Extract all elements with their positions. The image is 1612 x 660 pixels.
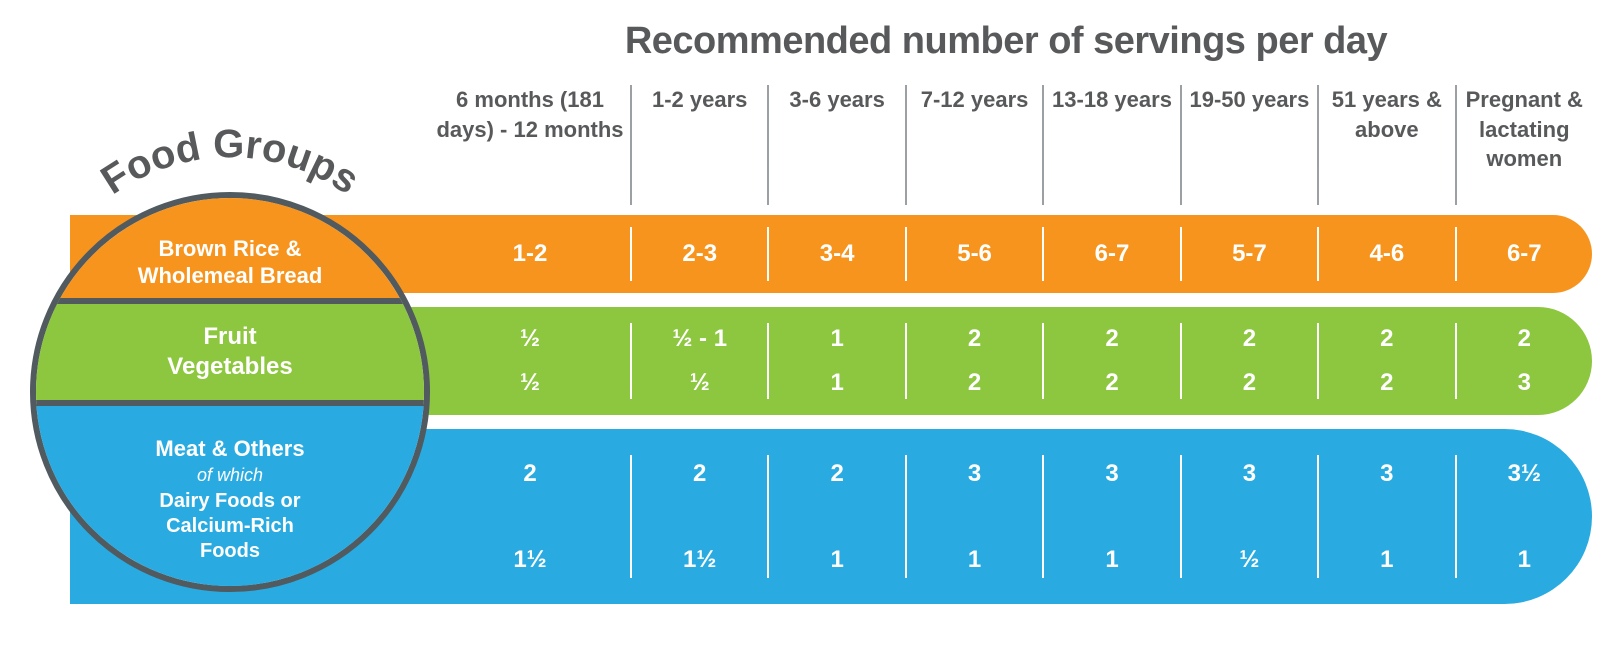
cell-fv-0: ½ ½ [430, 323, 630, 399]
cell-grains-6: 4-6 [1317, 227, 1454, 282]
cell-grains-2: 3-4 [767, 227, 904, 282]
cell-grains-4: 6-7 [1042, 227, 1179, 282]
cell-fv-1: ½ - 1 ½ [630, 323, 767, 399]
servings-infographic: Recommended number of servings per day 6… [20, 20, 1592, 640]
cell-meat-0: 2 1½ [430, 455, 630, 578]
of-which-label: of which [197, 464, 263, 487]
cell-meat-3: 3 1 [905, 455, 1042, 578]
age-header-2: 3-6 years [767, 85, 904, 205]
cell-grains-7: 6-7 [1455, 227, 1592, 282]
cell-fv-7: 2 3 [1455, 323, 1592, 399]
cell-meat-2: 2 1 [767, 455, 904, 578]
cell-grains-5: 5-7 [1180, 227, 1317, 282]
age-header-4: 13-18 years [1042, 85, 1179, 205]
age-header-1: 1-2 years [630, 85, 767, 205]
age-header-3: 7-12 years [905, 85, 1042, 205]
age-header-0: 6 months (181 days) - 12 months [430, 85, 630, 205]
cell-fv-3: 2 2 [905, 323, 1042, 399]
cell-fv-6: 2 2 [1317, 323, 1454, 399]
cell-meat-6: 3 1 [1317, 455, 1454, 578]
cell-grains-3: 5-6 [905, 227, 1042, 282]
cell-fv-4: 2 2 [1042, 323, 1179, 399]
food-groups-label: Food Groups [70, 145, 390, 245]
cell-fv-2: 1 1 [767, 323, 904, 399]
age-header-7: Pregnant & lactating women [1455, 85, 1592, 205]
circle-seg-fruitveg: Fruit Vegetables [36, 298, 424, 406]
cell-meat-1: 2 1½ [630, 455, 767, 578]
age-header-6: 51 years & above [1317, 85, 1454, 205]
cell-meat-7: 3½ 1 [1455, 455, 1592, 578]
svg-text:Food Groups: Food Groups [93, 122, 366, 203]
age-header-5: 19-50 years [1180, 85, 1317, 205]
chart-title: Recommended number of servings per day [420, 20, 1592, 63]
food-groups-circle: Brown Rice & Wholemeal Bread Fruit Veget… [30, 192, 430, 592]
cell-meat-5: 3 ½ [1180, 455, 1317, 578]
age-group-headers: 6 months (181 days) - 12 months 1-2 year… [430, 85, 1592, 205]
cell-meat-4: 3 1 [1042, 455, 1179, 578]
cell-fv-5: 2 2 [1180, 323, 1317, 399]
cell-grains-0: 1-2 [430, 227, 630, 282]
cell-grains-1: 2-3 [630, 227, 767, 282]
